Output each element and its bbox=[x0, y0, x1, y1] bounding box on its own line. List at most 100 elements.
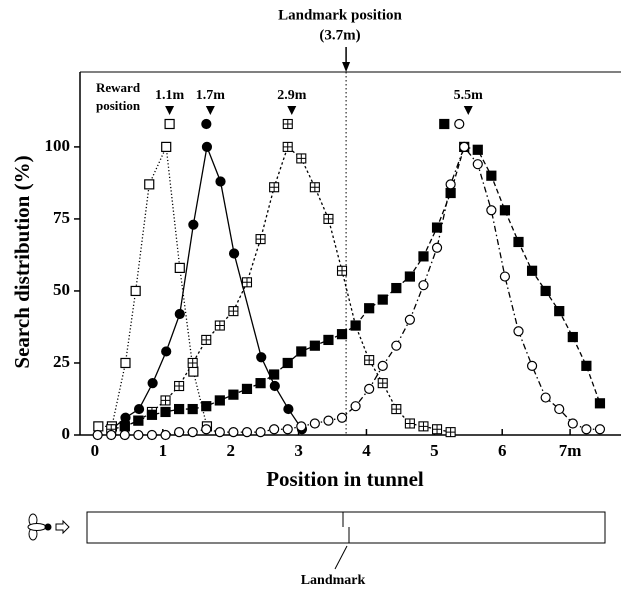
marker bbox=[364, 303, 375, 314]
marker bbox=[160, 395, 171, 406]
marker bbox=[336, 265, 348, 276]
marker bbox=[174, 427, 185, 438]
marker-cross bbox=[161, 395, 171, 405]
marker bbox=[418, 421, 429, 432]
marker bbox=[120, 412, 131, 423]
marker bbox=[445, 187, 456, 199]
marker bbox=[377, 294, 388, 305]
marker bbox=[161, 346, 172, 357]
marker bbox=[282, 141, 293, 152]
marker-cross bbox=[228, 306, 238, 316]
marker bbox=[201, 141, 213, 153]
marker bbox=[282, 424, 293, 435]
marker bbox=[454, 118, 465, 130]
landmark-arrowhead bbox=[342, 62, 351, 72]
annotation-arrow bbox=[287, 106, 297, 115]
marker bbox=[282, 357, 293, 369]
y-tick-label: 0 bbox=[62, 424, 71, 443]
marker bbox=[377, 378, 388, 389]
y-tick-label: 100 bbox=[45, 136, 71, 155]
marker bbox=[336, 329, 348, 340]
marker bbox=[336, 412, 348, 423]
marker bbox=[594, 424, 606, 435]
marker bbox=[404, 418, 415, 429]
marker bbox=[323, 213, 334, 224]
marker bbox=[201, 424, 212, 435]
marker bbox=[92, 429, 103, 441]
marker bbox=[228, 248, 240, 259]
marker bbox=[486, 205, 497, 216]
landmark-leader bbox=[334, 545, 348, 570]
marker bbox=[256, 352, 267, 363]
marker bbox=[526, 265, 538, 276]
marker bbox=[309, 418, 320, 429]
marker bbox=[215, 176, 226, 187]
marker bbox=[188, 366, 199, 377]
marker bbox=[513, 326, 524, 337]
marker bbox=[296, 153, 307, 164]
marker bbox=[160, 406, 171, 418]
marker bbox=[323, 415, 334, 426]
marker bbox=[391, 340, 402, 351]
marker bbox=[472, 144, 483, 155]
title-line: Landmark position bbox=[278, 7, 402, 23]
y-tick-label: 50 bbox=[53, 280, 70, 299]
y-axis-label: Search distribution (%) bbox=[10, 155, 34, 368]
marker bbox=[567, 418, 578, 429]
marker bbox=[404, 314, 415, 325]
marker bbox=[133, 403, 145, 415]
tunnel bbox=[86, 511, 606, 544]
marker bbox=[255, 378, 266, 389]
marker-cross bbox=[310, 182, 320, 192]
marker bbox=[188, 219, 199, 230]
marker bbox=[391, 404, 402, 415]
marker bbox=[214, 395, 225, 406]
marker bbox=[431, 424, 443, 435]
marker-cross bbox=[323, 214, 333, 224]
marker-cross bbox=[242, 277, 252, 287]
marker bbox=[391, 282, 402, 294]
marker bbox=[106, 429, 117, 441]
marker bbox=[526, 360, 538, 371]
marker-cross bbox=[256, 234, 266, 244]
marker bbox=[255, 234, 266, 245]
marker-cross bbox=[418, 421, 428, 431]
marker bbox=[594, 398, 606, 409]
marker-cross bbox=[337, 266, 347, 276]
marker bbox=[93, 421, 104, 432]
marker bbox=[445, 179, 456, 190]
marker bbox=[418, 251, 429, 262]
marker bbox=[214, 427, 225, 438]
marker bbox=[174, 403, 185, 415]
marker-cross bbox=[188, 358, 198, 368]
marker bbox=[323, 334, 334, 346]
annotation-arrow bbox=[205, 106, 215, 115]
marker bbox=[513, 236, 524, 248]
marker bbox=[241, 383, 253, 395]
marker bbox=[241, 277, 253, 288]
marker bbox=[120, 357, 131, 369]
marker bbox=[214, 320, 225, 331]
marker-cross bbox=[432, 424, 442, 434]
marker bbox=[581, 424, 592, 435]
marker bbox=[201, 118, 212, 130]
marker bbox=[445, 427, 456, 438]
reward-label: Reward bbox=[96, 80, 141, 95]
marker bbox=[296, 421, 307, 432]
marker bbox=[567, 331, 578, 343]
marker bbox=[147, 378, 158, 389]
marker bbox=[499, 271, 511, 282]
marker bbox=[439, 118, 450, 130]
marker bbox=[459, 141, 470, 153]
marker-cross bbox=[296, 153, 306, 163]
marker bbox=[119, 429, 130, 441]
annotation-label: 2.9m bbox=[277, 88, 307, 103]
marker bbox=[164, 118, 175, 130]
annotation-arrow bbox=[463, 106, 473, 115]
marker bbox=[364, 355, 375, 366]
marker bbox=[364, 383, 375, 395]
marker bbox=[431, 242, 443, 253]
marker bbox=[309, 340, 320, 351]
marker-cross bbox=[378, 378, 388, 388]
